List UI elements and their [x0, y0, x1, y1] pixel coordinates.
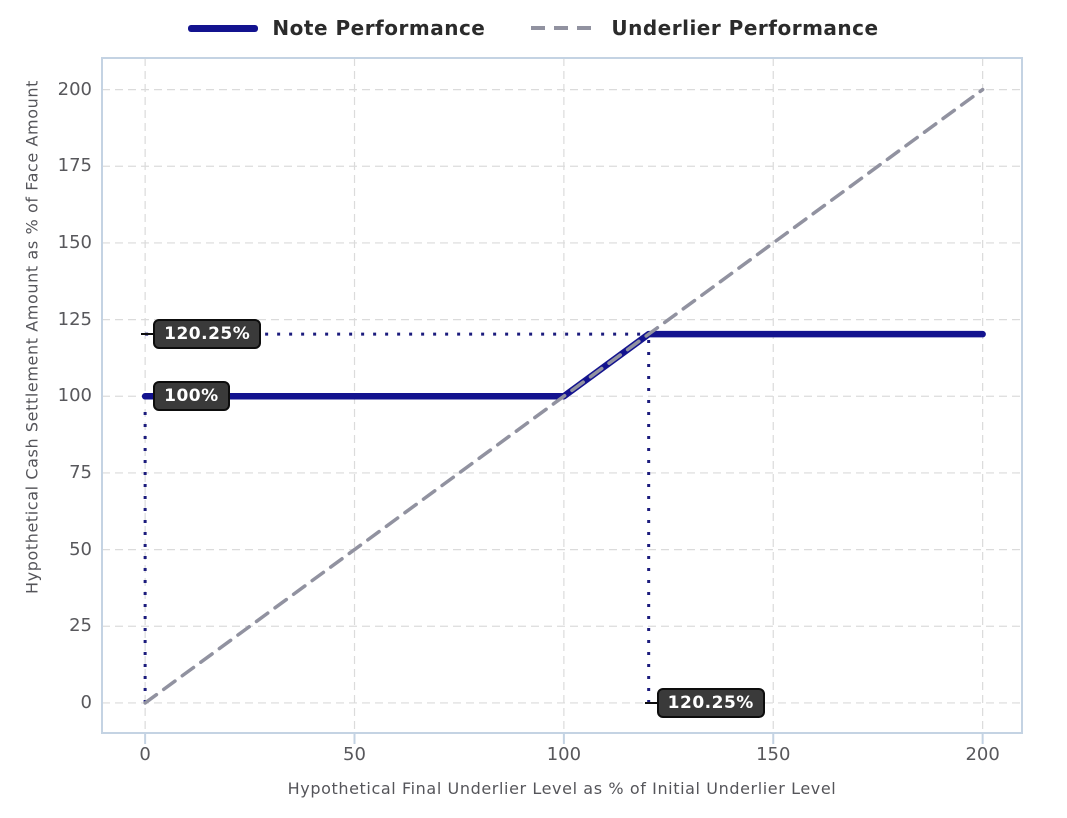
y-tick-label: 200 — [57, 78, 92, 100]
plot-border — [101, 57, 1023, 734]
x-axis-title: Hypothetical Final Underlier Level as % … — [287, 779, 837, 798]
legend-label-underlier-performance: Underlier Performance — [611, 16, 879, 40]
y-tick-label: 100 — [57, 385, 92, 407]
y-tick-label: 25 — [69, 615, 92, 637]
y-tick-label: 150 — [57, 231, 92, 253]
annotation-callout: 120.25% — [141, 319, 262, 350]
note-performance-line — [141, 330, 986, 400]
x-tick-label: 200 — [965, 744, 1000, 765]
legend-item-underlier-performance: Underlier Performance — [531, 16, 878, 40]
legend: Note Performance Underlier Performance — [0, 16, 1067, 40]
x-tick-label: 50 — [343, 744, 366, 765]
y-tick-label: 75 — [69, 461, 92, 483]
annotation-callout: 100% — [153, 381, 230, 412]
x-tick-label: 100 — [546, 744, 582, 765]
annotation-callout: 120.25% — [644, 687, 765, 718]
x-tick-label: 150 — [756, 744, 791, 765]
legend-item-note-performance: Note Performance — [188, 16, 485, 40]
y-tick-label: 0 — [80, 691, 92, 713]
y-tick-label: 125 — [57, 308, 92, 330]
x-tick-label: 0 — [139, 744, 151, 765]
underlier-line-swatch-icon — [531, 26, 598, 30]
y-tick-label: 175 — [57, 155, 92, 177]
legend-label-note-performance: Note Performance — [272, 16, 486, 40]
underlier-performance-line — [143, 87, 985, 705]
note-line-swatch-icon — [188, 24, 259, 32]
y-tick-label: 50 — [69, 538, 92, 560]
